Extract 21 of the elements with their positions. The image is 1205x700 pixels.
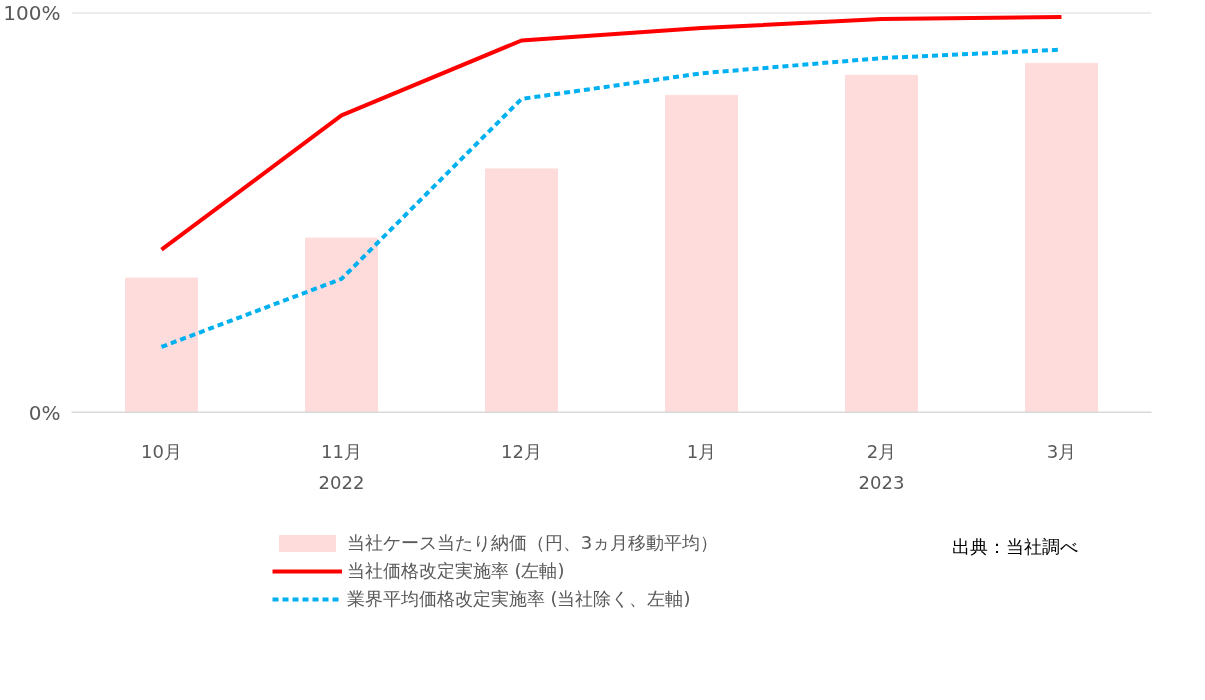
y-tick-label: 0% xyxy=(28,400,61,425)
bar xyxy=(845,74,918,413)
x-tick-label: 12月 xyxy=(501,440,542,462)
y-tick-label: 100% xyxy=(3,0,61,25)
bar xyxy=(125,277,198,413)
x-tick-label: 1月 xyxy=(686,440,717,462)
text: 2022 xyxy=(318,471,365,493)
x-tick-label: 11月 xyxy=(321,440,362,462)
bar xyxy=(665,94,738,413)
x-tick-label: 10月 xyxy=(141,440,182,462)
bar xyxy=(1025,62,1098,413)
legend-label: 業界平均価格改定実施率 (当社除く、左軸) xyxy=(346,587,691,611)
line-series xyxy=(159,14,1064,252)
bar xyxy=(305,237,378,413)
x-tick-label: 3月 xyxy=(1046,440,1077,462)
legend-label: 当社価格改定実施率 (左軸) xyxy=(346,559,565,583)
source-note: 出典：当社調べ xyxy=(951,535,1078,557)
text: 2023 xyxy=(858,471,905,493)
bar xyxy=(485,168,558,413)
legend-label: 当社ケース当たり納価（円、3ヵ月移動平均） xyxy=(346,531,719,555)
x-tick-label: 2月 xyxy=(866,440,897,462)
